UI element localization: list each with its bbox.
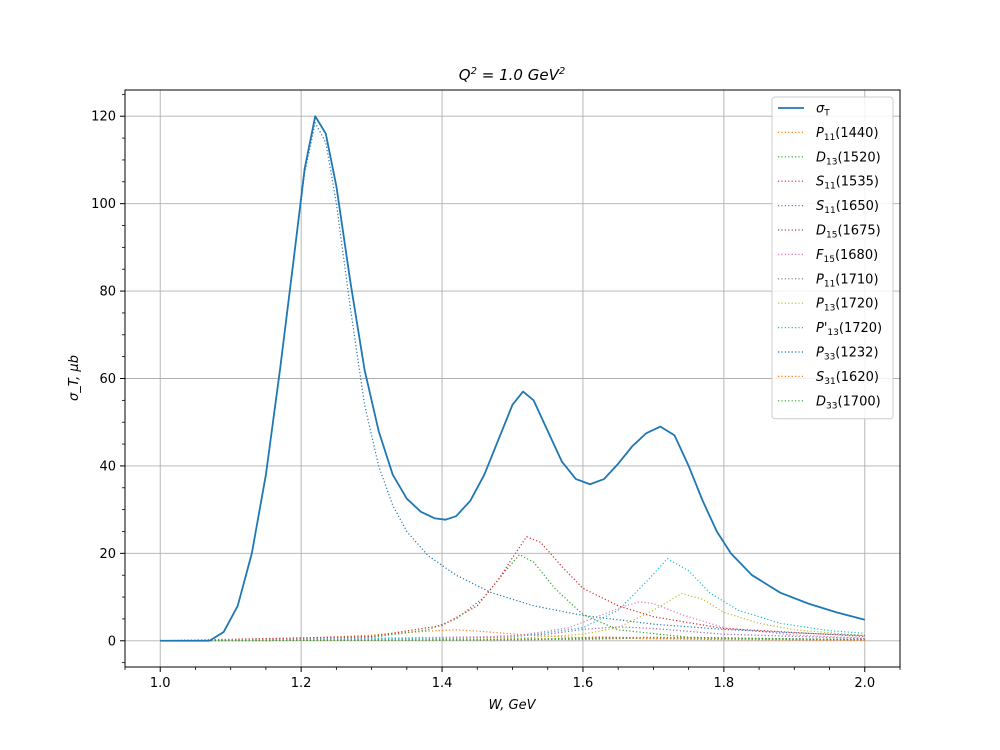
legend-label: S11(1535) — [816, 175, 879, 192]
series-line-t — [160, 115, 865, 642]
x-tick-label: 1.8 — [714, 676, 735, 691]
legend-label: D33(1700) — [816, 394, 881, 411]
x-axis-label: W, GeV — [488, 698, 536, 713]
chart-title: Q2 = 1.0 GeV2 — [459, 66, 565, 84]
x-tick-label: 2.0 — [854, 676, 875, 691]
legend-label: S31(1620) — [816, 370, 879, 387]
y-tick-label: 0 — [108, 634, 116, 649]
y-tick-label: 20 — [99, 547, 116, 562]
legend-label: S11(1650) — [816, 199, 879, 216]
y-axis-label: σ_T, μb — [67, 355, 82, 401]
y-tick-label: 100 — [91, 197, 116, 212]
legend-label: D15(1675) — [816, 224, 881, 241]
legend-label: P11(1440) — [816, 126, 879, 143]
y-tick-label: 80 — [99, 285, 116, 300]
axis-ticks: 1.0 1.2 1.4 1.6 1.8 2.0 0 20 40 60 80 100 120 — [91, 93, 901, 691]
series-line-s11-1535 — [160, 536, 865, 642]
legend-label: D13(1520) — [816, 150, 881, 167]
grid — [125, 90, 900, 667]
y-tick-label: 40 — [99, 459, 116, 474]
legend-label: σT — [816, 102, 830, 119]
x-tick-label: 1.6 — [573, 676, 594, 691]
legend: σT P11(1440) D13(1520) S11(1535) S11(1650) D1… — [771, 96, 894, 420]
legend-label: P'13(1720) — [816, 321, 882, 338]
x-tick-label: 1.2 — [291, 676, 312, 691]
x-tick-label: 1.0 — [150, 676, 171, 691]
x-tick-label: 1.4 — [432, 676, 453, 691]
legend-label: P33(1232) — [816, 346, 879, 363]
legend-label: P13(1720) — [816, 297, 879, 314]
series-line-p-13-1720 — [160, 557, 865, 642]
y-tick-label: 120 — [91, 110, 116, 125]
legend-label: F15(1680) — [816, 248, 878, 265]
series-line-s31-1620 — [160, 636, 865, 642]
series-line-p13-1720 — [160, 592, 865, 642]
legend-frame — [771, 96, 894, 420]
legend-label: P11(1710) — [816, 272, 879, 289]
series-layer — [160, 115, 865, 642]
y-tick-label: 60 — [99, 372, 116, 387]
